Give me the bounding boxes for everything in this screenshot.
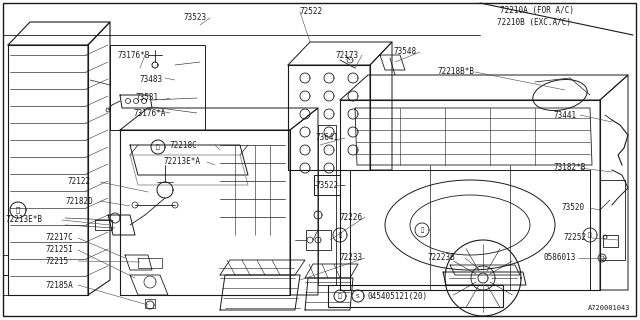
Text: 73182*B: 73182*B: [553, 164, 586, 172]
Bar: [603, 235, 618, 247]
Text: ①: ①: [156, 144, 160, 150]
Text: 72173: 72173: [335, 51, 358, 60]
Text: 72252: 72252: [564, 234, 587, 243]
Text: 73548: 73548: [393, 47, 416, 57]
Text: 72210A (FOR A/C): 72210A (FOR A/C): [500, 5, 574, 14]
Text: S: S: [356, 293, 360, 299]
Text: 72226: 72226: [340, 212, 363, 221]
Text: 73523: 73523: [183, 13, 206, 22]
Text: ②: ②: [588, 232, 592, 238]
Text: ②: ②: [16, 207, 20, 213]
Text: 72215: 72215: [45, 257, 68, 266]
Text: 72233: 72233: [340, 253, 363, 262]
Text: 73483: 73483: [140, 76, 163, 84]
Bar: [306, 230, 331, 250]
Bar: [328, 285, 503, 307]
Text: 0586013: 0586013: [543, 253, 575, 262]
Text: 73441: 73441: [553, 110, 576, 119]
Text: 73520: 73520: [562, 204, 585, 212]
Text: 73176*A: 73176*A: [133, 109, 165, 118]
Text: 72125I: 72125I: [45, 245, 73, 254]
Text: 72210B (EXC.A/C): 72210B (EXC.A/C): [497, 18, 571, 27]
Text: ①: ①: [338, 293, 342, 299]
Text: 72182D: 72182D: [65, 196, 93, 205]
Text: 73531: 73531: [135, 93, 158, 102]
Text: ①: ①: [339, 232, 342, 238]
Text: 72213E*A: 72213E*A: [163, 157, 200, 166]
Text: 72185A: 72185A: [45, 281, 73, 290]
Bar: [110, 45, 205, 130]
Bar: [318, 125, 336, 285]
Text: 72122: 72122: [68, 178, 91, 187]
Text: 73641: 73641: [316, 133, 339, 142]
Text: 72218B*B: 72218B*B: [437, 68, 474, 76]
Text: 72223B: 72223B: [428, 253, 456, 262]
Text: 045405121(20): 045405121(20): [368, 292, 428, 300]
Text: 72522: 72522: [300, 7, 323, 17]
Text: 72213E*B: 72213E*B: [5, 215, 42, 225]
Text: 73176*B: 73176*B: [118, 51, 150, 60]
Text: 72218C: 72218C: [170, 140, 198, 149]
Bar: [314, 175, 340, 195]
Text: 73522: 73522: [316, 180, 339, 189]
Text: 72217C: 72217C: [45, 234, 73, 243]
Bar: [600, 180, 625, 260]
Text: A720001043: A720001043: [588, 305, 630, 311]
Text: ①: ①: [420, 227, 424, 233]
